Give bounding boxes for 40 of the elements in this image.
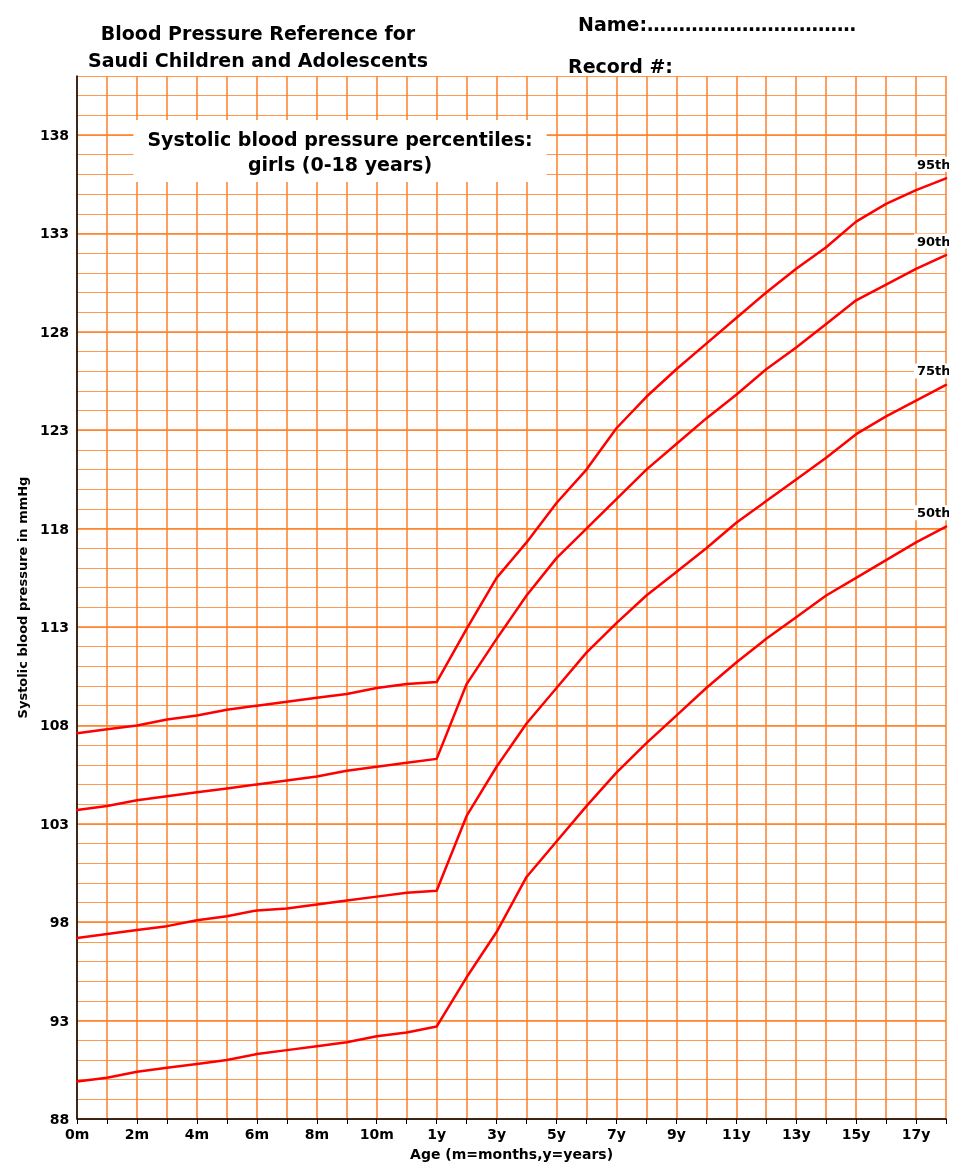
x-tick-label: 10m <box>359 1126 394 1142</box>
y-tick-label: 123 <box>39 422 70 439</box>
text: Name:…………………………… <box>578 12 857 35</box>
y-tick-label: 113 <box>39 619 70 636</box>
y-tick-label: 128 <box>39 323 70 340</box>
y-tick-label: 88 <box>49 1111 70 1127</box>
x-tick-label: 11y <box>721 1126 751 1142</box>
x-tick-label: 9y <box>666 1126 686 1142</box>
x-tick-label: 15y <box>841 1126 871 1142</box>
series-label: 75th <box>917 363 951 379</box>
line-series <box>75 383 948 940</box>
y-tick-label: 98 <box>49 914 70 931</box>
y-tick-label: 133 <box>39 225 70 242</box>
x-tick-label: 17y <box>901 1126 931 1142</box>
y-tick-label: 138 <box>39 127 70 144</box>
x-tick-label: 3y <box>487 1126 507 1142</box>
annotation: Record #: <box>568 54 673 77</box>
series-label: 50th <box>917 505 951 521</box>
y-tick-label: 93 <box>49 1012 70 1029</box>
line-series <box>75 253 948 812</box>
line-series <box>75 177 948 735</box>
x-tick-label: 4m <box>184 1126 210 1142</box>
y-tick-label: 118 <box>39 520 70 537</box>
x-tick-label: 13y <box>781 1126 811 1142</box>
series-label: 90th <box>917 233 951 249</box>
line-series <box>75 525 948 1083</box>
x-tick-label: 8m <box>304 1126 329 1142</box>
y-axis-title: Systolic blood pressure in mmHg <box>15 476 30 719</box>
x-tick-label: 7y <box>606 1126 626 1142</box>
chart-title: Blood Pressure Reference for Saudi Children and Adolescents <box>88 21 428 71</box>
x-tick-label: 1y <box>427 1126 447 1142</box>
y-tick-label: 108 <box>39 717 70 734</box>
x-tick-label: 0m <box>64 1126 90 1142</box>
x-tick-label: 6m <box>244 1126 270 1142</box>
x-tick-label: 5y <box>547 1126 566 1142</box>
x-tick-label: 2m <box>124 1126 150 1142</box>
x-axis-title: Age (m=months,y=years) <box>410 1146 614 1162</box>
y-tick-label: 103 <box>39 815 70 832</box>
series-label: 95th <box>917 156 951 172</box>
text: Systolic blood pressure percentiles: girls (0-18 years) <box>147 127 533 175</box>
